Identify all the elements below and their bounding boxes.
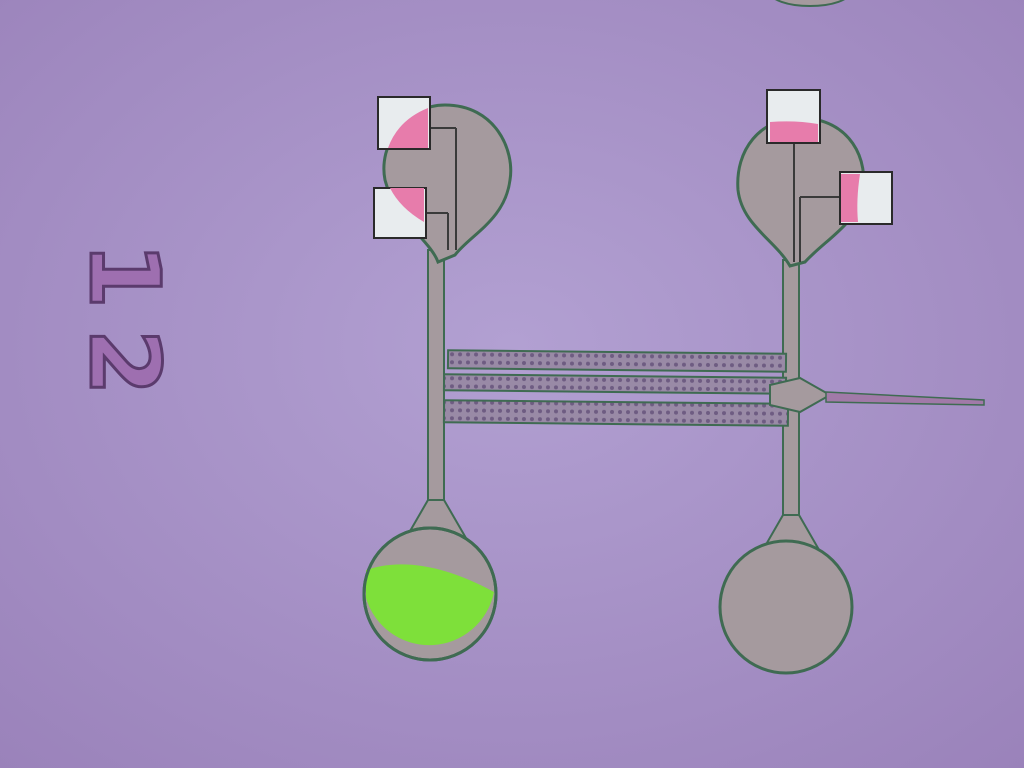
bottom-right-reservoir <box>718 514 854 675</box>
electrode-pad-tr-1-pink <box>770 121 818 142</box>
channel-bar-1 <box>446 349 788 373</box>
top-left-reservoir <box>373 96 513 264</box>
bottom-left-reservoir <box>362 499 498 662</box>
green-fluid-fill <box>366 564 494 646</box>
channel-bar-2 <box>442 373 788 395</box>
bottom-left-reservoir-outline <box>362 526 498 662</box>
bottom-right-reservoir-body <box>718 539 854 675</box>
channel-bar-3 <box>442 399 790 427</box>
left-vertical-channel <box>427 249 445 521</box>
electrode-pad-tr-2-pink <box>841 174 860 222</box>
chip-number-label: 12 <box>67 241 182 418</box>
electrode-pad-tl-1-pink <box>388 108 428 148</box>
top-right-reservoir <box>736 89 893 268</box>
chip-number-text: 12 <box>68 242 180 416</box>
parallel-channel-array <box>442 349 790 427</box>
junction-node <box>769 376 833 414</box>
electrode-pad-tl-2-pink <box>390 188 424 222</box>
top-right-reservoir-body <box>736 116 866 268</box>
top-edge-reservoir <box>775 0 845 7</box>
outlet-channel <box>825 391 985 406</box>
